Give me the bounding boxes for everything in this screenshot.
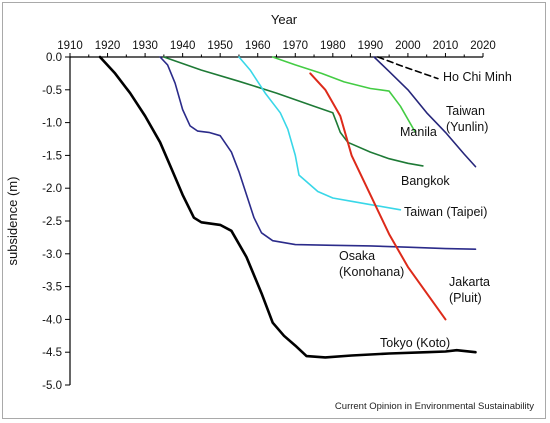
y-tick-label: -1.5: [42, 150, 62, 162]
x-tick-label: 1930: [132, 40, 158, 52]
series-label-taiwan-yunlin: (Yunlin): [446, 120, 488, 134]
series-label-taiwan-taipei: Taiwan (Taipei): [404, 205, 487, 219]
y-tick-label: -5.0: [42, 380, 62, 392]
x-tick-label: 1910: [57, 40, 83, 52]
y-tick-label: -4.5: [42, 347, 62, 359]
x-tick-label: 1920: [95, 40, 121, 52]
series-label-jakarta-pluit: (Pluit): [449, 291, 482, 305]
series-line-manila: [271, 56, 417, 134]
series-label-osaka-konohana: (Konohana): [339, 265, 404, 279]
y-tick-label: -2.5: [42, 216, 62, 228]
series-label-taiwan-yunlin: Taiwan: [446, 104, 485, 118]
plot-area: [98, 55, 477, 359]
y-tick-label: -0.5: [42, 85, 62, 97]
x-tick-label: 1970: [282, 40, 308, 52]
x-tick-label: 1950: [207, 40, 233, 52]
series-line-taiwan-yunlin: [373, 56, 477, 168]
y-tick-label: -3.5: [42, 282, 62, 294]
x-tick-label: 1990: [358, 40, 384, 52]
series-label-bangkok: Bangkok: [401, 174, 450, 188]
x-tick-label: 2010: [433, 40, 459, 52]
x-tick-label: 1960: [245, 40, 271, 52]
series-label-osaka-konohana: Osaka: [339, 249, 375, 263]
series-line-bangkok: [163, 56, 424, 167]
y-tick-label: -2.0: [42, 183, 62, 195]
axes: 1910 1920 1930 1940 1950 1960 1970 1980 1990 2000…: [42, 40, 496, 392]
series-line-osaka-konohana: [159, 56, 477, 250]
x-axis-title: Year: [271, 12, 298, 27]
y-tick-label: -4.0: [42, 314, 62, 326]
series-label-manila: Manila: [400, 125, 437, 139]
series-label-jakarta-pluit: Jakarta: [449, 275, 490, 289]
y-tick-label: -3.0: [42, 249, 62, 261]
x-tick-label: 2000: [395, 40, 421, 52]
series-label-ho-chi-minh: Ho Chi Minh: [443, 70, 512, 84]
series-line-jakarta-pluit: [309, 72, 447, 321]
y-axis-title: subsidence (m): [5, 177, 20, 266]
x-tick-label: 2020: [470, 40, 496, 52]
series-line-tokyo-koto: [98, 55, 477, 359]
series-line-ho-chi-minh: [377, 56, 439, 80]
x-tick-label: 1980: [320, 40, 346, 52]
series-line-taiwan-taipei: [238, 56, 402, 211]
series-labels: Tokyo (Koto) Osaka (Konohana) Bangkok Taiwan…: [339, 70, 512, 350]
y-tick-label: -1.0: [42, 118, 62, 130]
x-tick-label: 1940: [170, 40, 196, 52]
credit-text: Current Opinion in Environmental Sustain…: [335, 401, 534, 412]
series-label-tokyo-koto: Tokyo (Koto): [380, 336, 450, 350]
y-tick-label: 0.0: [46, 52, 62, 64]
